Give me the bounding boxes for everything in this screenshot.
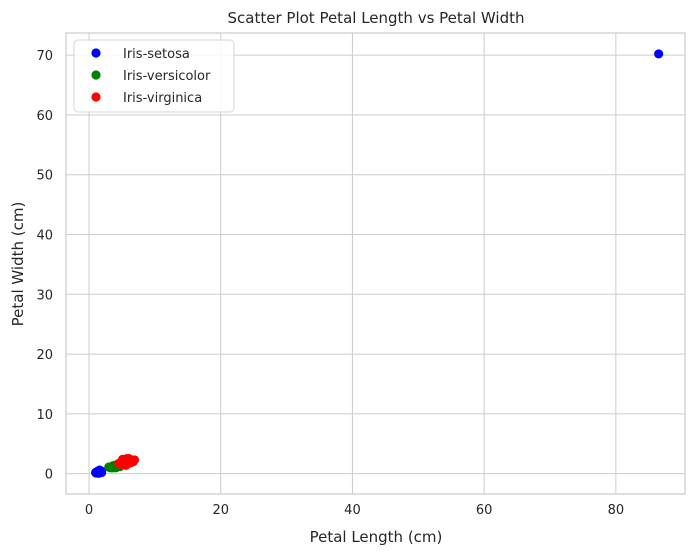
- y-tick-label: 10: [36, 408, 53, 423]
- legend-box: [73, 39, 235, 113]
- data-points: [91, 49, 664, 478]
- data-point: [104, 462, 114, 472]
- x-tick-label: 40: [344, 503, 361, 518]
- x-tick-label: 60: [476, 503, 493, 518]
- plot-frame: [65, 32, 686, 495]
- legend-label: Iris-setosa: [123, 47, 190, 62]
- y-tick-label: 30: [36, 288, 53, 303]
- data-point: [654, 49, 664, 59]
- x-tick-label: 80: [608, 503, 625, 518]
- legend-marker: [91, 92, 101, 102]
- chart-title: Scatter Plot Petal Length vs Petal Width: [228, 9, 525, 27]
- data-point: [118, 458, 128, 468]
- x-axis-label: Petal Length (cm): [310, 528, 443, 546]
- legend-label: Iris-versicolor: [123, 69, 211, 84]
- y-axis-label: Petal Width (cm): [9, 202, 27, 327]
- y-tick-label: 50: [36, 169, 53, 184]
- y-tick-label: 70: [36, 49, 53, 64]
- y-tick-label: 20: [36, 348, 53, 363]
- y-tick-label: 0: [45, 468, 53, 483]
- x-tick-label: 0: [85, 503, 93, 518]
- y-tick-label: 60: [36, 109, 53, 124]
- tick-labels: 0 20 40 60 80 0 10 20 30 40 50 60 70: [36, 49, 624, 518]
- legend-marker: [91, 48, 101, 58]
- y-tick-label: 40: [36, 229, 53, 244]
- legend: Iris-setosa Iris-versicolor Iris-virginica: [73, 39, 235, 113]
- data-point: [93, 467, 103, 478]
- legend-label: Iris-virginica: [123, 91, 202, 106]
- x-tick-label: 20: [212, 503, 229, 518]
- legend-marker: [91, 70, 101, 80]
